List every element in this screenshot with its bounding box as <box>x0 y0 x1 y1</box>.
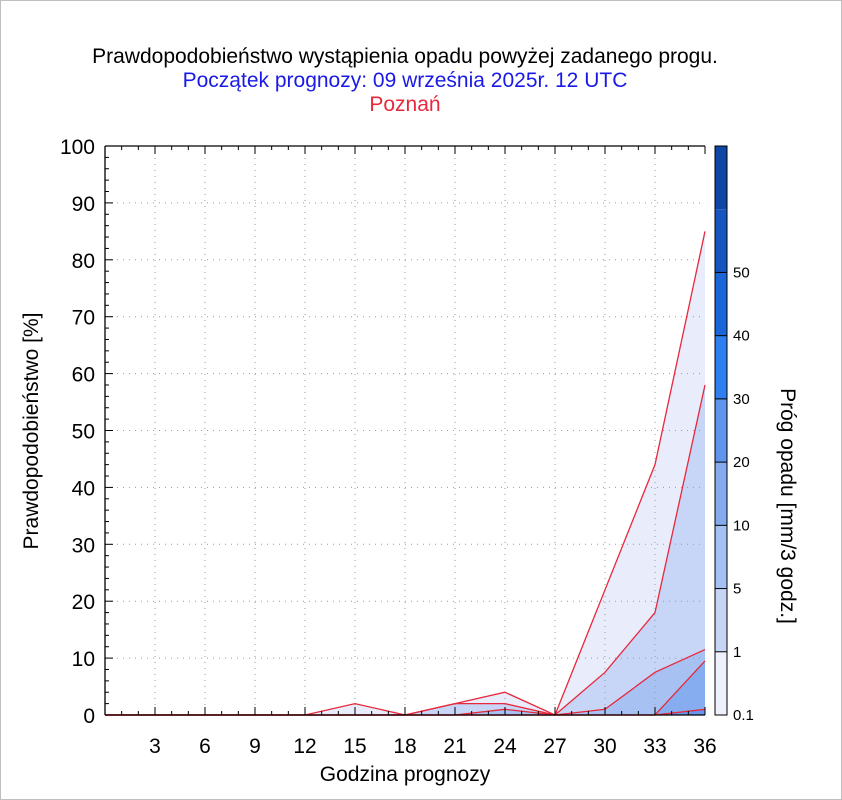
colorbar-band-9 <box>715 146 727 210</box>
y-tick-label: 50 <box>72 421 95 444</box>
x-tick-label: 3 <box>149 735 161 758</box>
y-tick-label: 40 <box>72 477 95 500</box>
colorbar-band-4 <box>715 462 727 526</box>
x-axis-label: Godzina prognozy <box>320 763 491 786</box>
colorbar-band-1 <box>715 651 727 715</box>
colorbar-band-8 <box>715 209 727 273</box>
y-tick-label: 0 <box>83 705 95 728</box>
y-tick-label: 90 <box>72 193 95 216</box>
y-axis-label: Prawdopodobieństwo [%] <box>20 313 43 550</box>
colorbar-tick-label: 30 <box>733 391 750 408</box>
y-tick-label: 30 <box>72 534 95 557</box>
colorbar-tick-label: 5 <box>733 581 741 598</box>
colorbar-band-3 <box>715 525 727 589</box>
y-tick-label: 80 <box>72 250 95 273</box>
x-tick-label: 27 <box>543 735 566 758</box>
colorbar-tick-label: 10 <box>733 517 750 534</box>
colorbar: 0.1 1 5 10 20 30 40 50 <box>714 145 754 724</box>
colorbar-band-5 <box>715 398 727 463</box>
x-tick-label: 33 <box>643 735 666 758</box>
y-tick-label: 70 <box>72 307 95 330</box>
x-tick-label: 15 <box>343 735 366 758</box>
y-tick-label: 60 <box>72 364 95 387</box>
chart-location: Poznań <box>369 93 440 116</box>
y-tick-label: 10 <box>72 648 95 671</box>
series-area-3 <box>105 649 705 715</box>
colorbar-band-7 <box>715 272 727 336</box>
y-tick-label: 100 <box>60 136 95 159</box>
x-tick-label: 30 <box>593 735 616 758</box>
colorbar-tick-label: 50 <box>733 264 750 281</box>
colorbar-band-2 <box>715 588 727 652</box>
chart-title: Prawdopodobieństwo wystąpienia opadu pow… <box>92 45 718 68</box>
x-tick-label: 12 <box>293 735 316 758</box>
x-tick-label: 36 <box>693 735 716 758</box>
colorbar-tick-label: 0.1 <box>733 707 754 724</box>
plot-area: 3 6 9 12 15 18 21 24 27 30 33 360102030405060708090… <box>60 136 717 758</box>
colorbar-tick-label: 20 <box>733 454 750 471</box>
x-tick-label: 18 <box>393 735 416 758</box>
x-tick-label: 24 <box>493 735 517 758</box>
colorbar-tick-label: 1 <box>733 644 741 661</box>
y-tick-label: 20 <box>72 591 95 614</box>
x-tick-label: 21 <box>443 735 466 758</box>
chart-subtitle: Początek prognozy: 09 września 2025r. 12… <box>183 69 628 92</box>
x-tick-label: 9 <box>249 735 261 758</box>
colorbar-band-6 <box>715 335 727 399</box>
colorbar-tick-label: 40 <box>733 328 750 345</box>
colorbar-label: Próg opadu [mm/3 godz.] <box>776 388 799 624</box>
x-tick-label: 6 <box>199 735 211 758</box>
